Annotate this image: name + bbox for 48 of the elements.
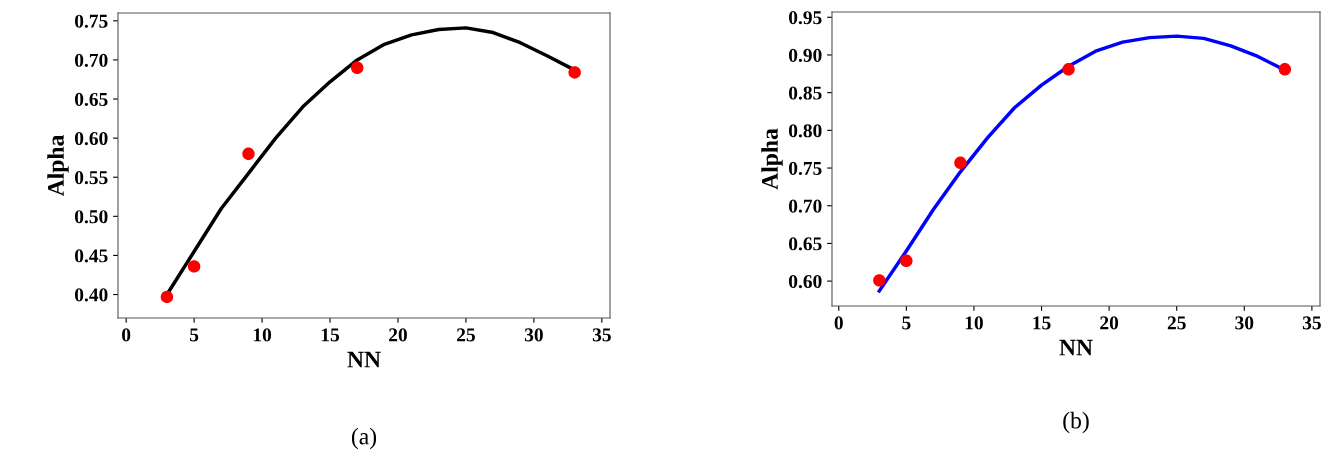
point <box>873 274 886 287</box>
x-tick-label: 5 <box>902 316 911 330</box>
x-tick-label: 10 <box>965 316 983 330</box>
x-tick-label: 30 <box>524 328 543 342</box>
y-axis-title: Alpha <box>47 135 69 197</box>
text: (a) <box>351 427 377 450</box>
x-tick-label: 35 <box>1302 316 1321 330</box>
x-tick-label: 20 <box>389 328 407 342</box>
point <box>1278 63 1292 76</box>
x-tick-label: 35 <box>592 328 611 342</box>
x-tick-label: 30 <box>1235 316 1254 330</box>
point <box>568 66 581 79</box>
x-tick-label: 15 <box>1033 316 1051 330</box>
y-tick-label: 0.45 <box>74 249 108 263</box>
y-tick-label: 0.85 <box>788 86 822 100</box>
y-tick-label: 0.75 <box>74 14 108 28</box>
x-axis-title: NN <box>1059 339 1093 356</box>
x-tick-label: 15 <box>321 328 340 342</box>
y-tick-label: 0.40 <box>74 288 108 302</box>
point <box>160 290 174 304</box>
x-tick-label: 5 <box>190 328 199 342</box>
x-tick-label: 20 <box>1100 316 1119 330</box>
x-tick-label: 25 <box>457 328 475 342</box>
y-tick-label: 0.60 <box>74 131 108 146</box>
point <box>1062 63 1075 76</box>
x-tick-label: 25 <box>1167 316 1186 330</box>
y-axis-title: Alpha <box>761 128 783 190</box>
point <box>187 260 201 273</box>
text: (b) <box>1063 411 1089 434</box>
y-tick-label: 0.75 <box>788 161 822 176</box>
y-tick-label: 0.80 <box>788 124 822 138</box>
point <box>350 61 364 74</box>
y-tick-label: 0.50 <box>74 210 108 224</box>
point <box>954 156 967 169</box>
point <box>900 254 913 267</box>
y-tick-label: 0.70 <box>74 53 108 67</box>
y-tick-label: 0.95 <box>788 11 822 25</box>
y-tick-label: 0.65 <box>74 92 108 107</box>
x-tick-label: 0 <box>834 316 843 330</box>
point <box>242 147 255 160</box>
x-axis-title: NN <box>347 351 381 368</box>
y-tick-label: 0.60 <box>788 274 822 289</box>
x-tick-label: 0 <box>122 328 131 342</box>
x-tick-label: 10 <box>253 328 272 342</box>
y-tick-label: 0.70 <box>788 199 822 213</box>
y-tick-label: 0.90 <box>788 48 822 62</box>
y-tick-label: 0.55 <box>74 171 108 185</box>
y-tick-label: 0.65 <box>788 237 822 251</box>
